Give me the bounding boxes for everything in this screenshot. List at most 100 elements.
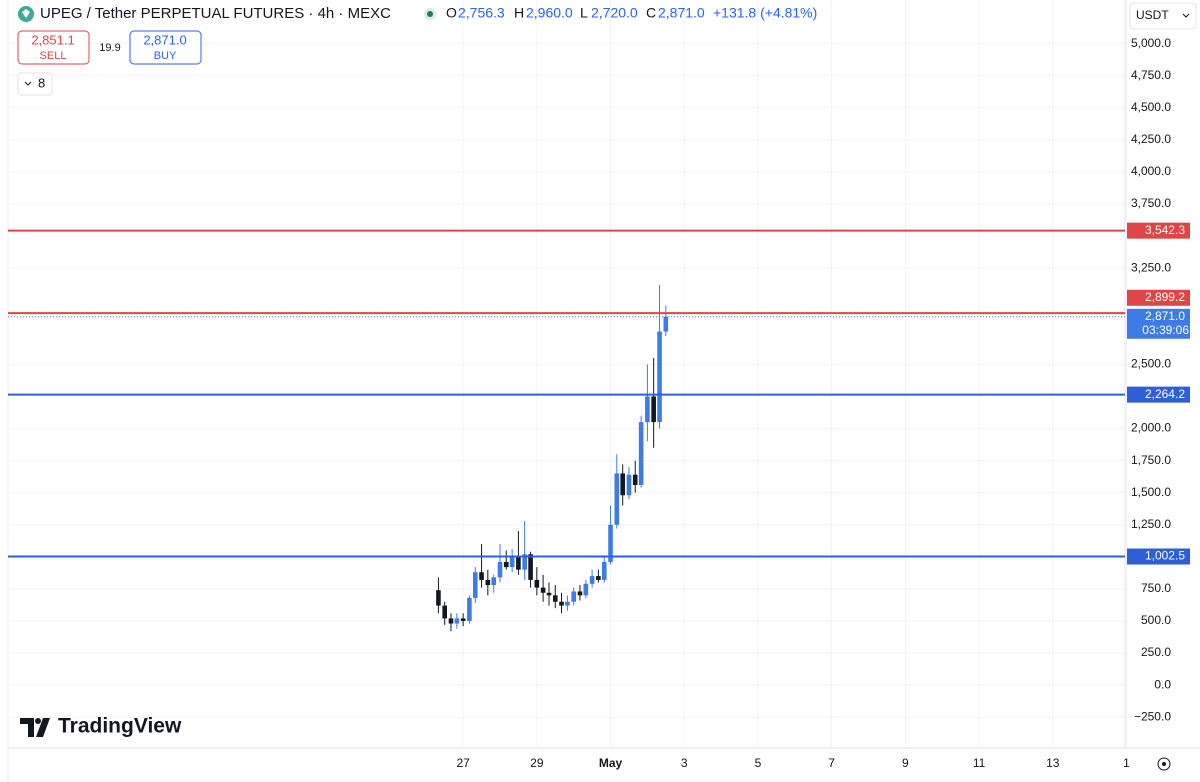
buy-label: BUY	[154, 50, 177, 62]
countdown: 03:39:06	[1142, 323, 1189, 337]
candle-body	[632, 474, 638, 485]
x-tick-label: 13	[1046, 756, 1060, 770]
candle-body	[583, 583, 589, 596]
candle-body	[497, 561, 503, 578]
candle-body	[596, 576, 601, 580]
x-tick-label: 27	[456, 756, 470, 770]
y-tick-label: 2,000.0	[1131, 421, 1171, 435]
level-label: 2,899.2	[1145, 290, 1185, 304]
h-label: H	[514, 5, 524, 21]
candle-body	[442, 605, 448, 619]
y-tick-label: 4,000.0	[1131, 164, 1171, 178]
chevron	[24, 81, 32, 86]
level-label-bg	[1127, 222, 1190, 239]
c-label: C	[646, 5, 656, 21]
candle-body	[472, 572, 478, 598]
level-label: 2,264.2	[1145, 387, 1185, 401]
x-tick-label: May	[599, 756, 623, 770]
candle-body	[651, 396, 656, 423]
y-tick-label: 250.0	[1141, 645, 1171, 659]
logo-icon	[20, 718, 50, 737]
currency-select[interactable]	[1129, 2, 1197, 30]
chevron	[1182, 13, 1190, 18]
y-tick-label: 1,500.0	[1131, 485, 1171, 499]
candle-body	[485, 579, 491, 586]
last-price-bg	[1127, 308, 1190, 339]
settings-dot	[1162, 762, 1166, 766]
level-label-bg	[1127, 386, 1190, 403]
indicator-toggle[interactable]	[17, 72, 53, 96]
x-tick-label: 3	[681, 756, 688, 770]
candle-body	[638, 422, 644, 485]
candle-body	[552, 595, 558, 602]
marks	[436, 284, 669, 632]
level-label: 3,542.3	[1145, 223, 1185, 237]
candle-body	[577, 591, 583, 596]
candle-body	[571, 591, 576, 602]
y-tick-label: 5,000.0	[1131, 36, 1171, 50]
change: +131.8 (+4.81%)	[713, 5, 817, 21]
candle-body	[467, 597, 472, 621]
y-tick-label: 0.0	[1154, 677, 1171, 691]
candle-body	[657, 331, 662, 423]
y-tick-label: −250.0	[1134, 709, 1171, 723]
y-tick-label: 4,750.0	[1131, 68, 1171, 82]
candle-body	[479, 572, 484, 580]
y-tick-label: 2,500.0	[1131, 357, 1171, 371]
x-tick-label: 11	[973, 756, 986, 770]
symbol-title: UPEG / Tether PERPETUAL FUTURES · 4h · M…	[40, 5, 391, 22]
logo-dot	[35, 718, 41, 724]
candle-body	[614, 473, 620, 525]
candle-body	[663, 316, 669, 332]
level-label-bg	[1127, 548, 1190, 565]
o-label: O	[446, 5, 457, 21]
y-tick-label: 750.0	[1141, 581, 1171, 595]
candle-body	[546, 592, 552, 596]
l-value: 2,720.0	[591, 5, 638, 21]
candle-body	[565, 601, 570, 606]
y-tick-label: 1,250.0	[1131, 517, 1171, 531]
buy-button[interactable]	[129, 30, 202, 65]
sell-label: SELL	[40, 50, 67, 62]
grid	[8, 0, 1127, 748]
spread: 19.9	[99, 42, 120, 54]
candle-body	[509, 556, 515, 568]
candle-body	[589, 576, 595, 584]
candle-body	[534, 579, 540, 588]
y-tick-label: 3,250.0	[1131, 260, 1171, 274]
candle-body	[601, 561, 607, 580]
x-tick-label: 9	[902, 756, 909, 770]
y-tick-label: 500.0	[1141, 613, 1171, 627]
candle-body	[645, 396, 650, 423]
candle-body	[516, 556, 521, 570]
y-tick-label: 3,750.0	[1131, 196, 1171, 210]
candle-body	[540, 587, 546, 593]
candle-body	[626, 474, 632, 496]
sell-button[interactable]	[17, 30, 90, 65]
candle-body	[460, 618, 466, 621]
candle-body	[620, 473, 626, 496]
level-label-bg	[1127, 289, 1190, 306]
x-tick-label: 7	[828, 756, 835, 770]
x-tick-label: 1	[1123, 756, 1130, 770]
c-value: 2,871.0	[658, 5, 705, 21]
candle-body	[528, 554, 533, 580]
x-tick-label: 5	[755, 756, 762, 770]
o-value: 2,756.3	[458, 5, 505, 21]
settings-icon[interactable]	[1157, 757, 1171, 771]
sell-price: 2,851.1	[31, 32, 74, 47]
buy-price: 2,871.0	[143, 32, 186, 47]
currency: USDT	[1136, 8, 1169, 22]
candle-body	[522, 554, 527, 570]
status-dot	[427, 11, 433, 17]
level-label: 1,002.5	[1145, 549, 1185, 563]
candle-body	[448, 618, 454, 624]
y-tick-label: 4,250.0	[1131, 132, 1171, 146]
y-tick-label: 1,750.0	[1131, 453, 1171, 467]
l-label: L	[580, 5, 588, 21]
indicator-count: 8	[38, 75, 45, 90]
x-tick-label: 29	[530, 756, 544, 770]
candle-body	[608, 524, 613, 562]
